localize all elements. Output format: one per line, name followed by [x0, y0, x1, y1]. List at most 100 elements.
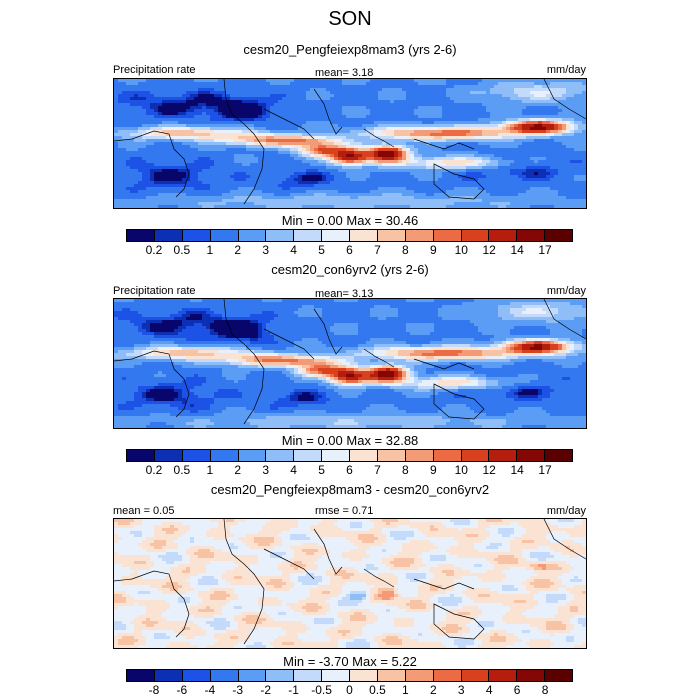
field-cell — [154, 121, 159, 125]
field-cell — [362, 106, 367, 110]
field-cell — [282, 124, 287, 128]
field-cell — [246, 187, 251, 191]
field-cell — [394, 178, 399, 182]
field-cell — [242, 145, 247, 149]
field-cell — [214, 148, 219, 152]
field-cell — [390, 97, 395, 101]
field-cell — [542, 97, 547, 101]
field-cell — [214, 154, 219, 158]
field-cell — [170, 91, 175, 95]
field-cell — [306, 97, 311, 101]
field-cell — [534, 154, 539, 158]
field-cell — [498, 169, 503, 173]
field-cell — [226, 181, 231, 185]
field-cell — [490, 130, 495, 134]
field-cell — [134, 154, 139, 158]
field-cell — [270, 130, 275, 134]
field-cell — [366, 181, 371, 185]
field-cell — [238, 142, 243, 146]
field-cell — [470, 169, 475, 173]
field-cell — [134, 142, 139, 146]
field-cell — [114, 88, 119, 92]
field-cell — [334, 169, 339, 173]
field-cell — [230, 100, 235, 104]
field-cell — [146, 172, 151, 176]
field-cell — [478, 160, 483, 164]
field-cell — [258, 175, 263, 179]
field-cell — [510, 157, 515, 161]
field-cell — [202, 82, 207, 86]
field-cell — [414, 82, 419, 86]
field-cell — [486, 121, 491, 125]
field-cell — [162, 133, 167, 137]
field-cell — [410, 79, 415, 83]
field-cell — [530, 91, 535, 95]
field-cell — [278, 163, 283, 167]
field-cell — [174, 112, 179, 116]
field-cell — [286, 91, 291, 95]
field-cell — [370, 148, 375, 152]
field-cell — [442, 136, 447, 140]
field-cell — [202, 190, 207, 194]
field-cell — [382, 85, 387, 89]
field-cell — [470, 79, 475, 83]
field-cell — [266, 106, 271, 110]
field-cell — [286, 97, 291, 101]
field-cell — [126, 190, 131, 194]
field-cell — [374, 193, 379, 197]
field-cell — [238, 118, 243, 122]
field-cell — [266, 130, 271, 134]
field-cell — [302, 118, 307, 122]
field-cell — [574, 184, 579, 188]
field-cell — [474, 163, 479, 167]
field-cell — [534, 103, 539, 107]
field-cell — [154, 103, 159, 107]
field-cell — [322, 142, 327, 146]
field-cell — [510, 199, 515, 203]
field-cell — [498, 193, 503, 197]
field-cell — [542, 118, 547, 122]
field-cell — [254, 145, 259, 149]
field-cell — [406, 166, 411, 170]
field-cell — [186, 91, 191, 95]
field-cell — [354, 94, 359, 98]
field-cell — [422, 154, 427, 158]
field-cell — [490, 97, 495, 101]
field-cell — [234, 190, 239, 194]
field-cell — [370, 178, 375, 182]
field-cell — [450, 148, 455, 152]
field-cell — [538, 136, 543, 140]
field-cell — [554, 103, 559, 107]
field-cell — [354, 154, 359, 158]
field-cell — [190, 148, 195, 152]
field-cell — [114, 166, 119, 170]
field-cell — [210, 97, 215, 101]
field-cell — [510, 79, 515, 83]
field-cell — [406, 172, 411, 176]
field-cell — [454, 106, 459, 110]
field-cell — [482, 79, 487, 83]
field-cell — [494, 136, 499, 140]
field-cell — [162, 118, 167, 122]
field-cell — [438, 139, 443, 143]
field-cell — [238, 148, 243, 152]
field-cell — [558, 97, 563, 101]
field-cell — [290, 103, 295, 107]
field-cell — [214, 130, 219, 134]
field-cell — [202, 91, 207, 95]
field-cell — [174, 172, 179, 176]
field-cell — [526, 169, 531, 173]
field-cell — [138, 175, 143, 179]
field-cell — [550, 109, 555, 113]
field-cell — [142, 130, 147, 134]
field-cell — [262, 118, 267, 122]
field-cell — [222, 205, 227, 208]
field-cell — [162, 145, 167, 149]
field-cell — [134, 85, 139, 89]
field-cell — [194, 157, 199, 161]
field-cell — [238, 181, 243, 185]
field-cell — [526, 115, 531, 119]
field-cell — [322, 202, 327, 206]
field-cell — [486, 94, 491, 98]
field-cell — [402, 178, 407, 182]
